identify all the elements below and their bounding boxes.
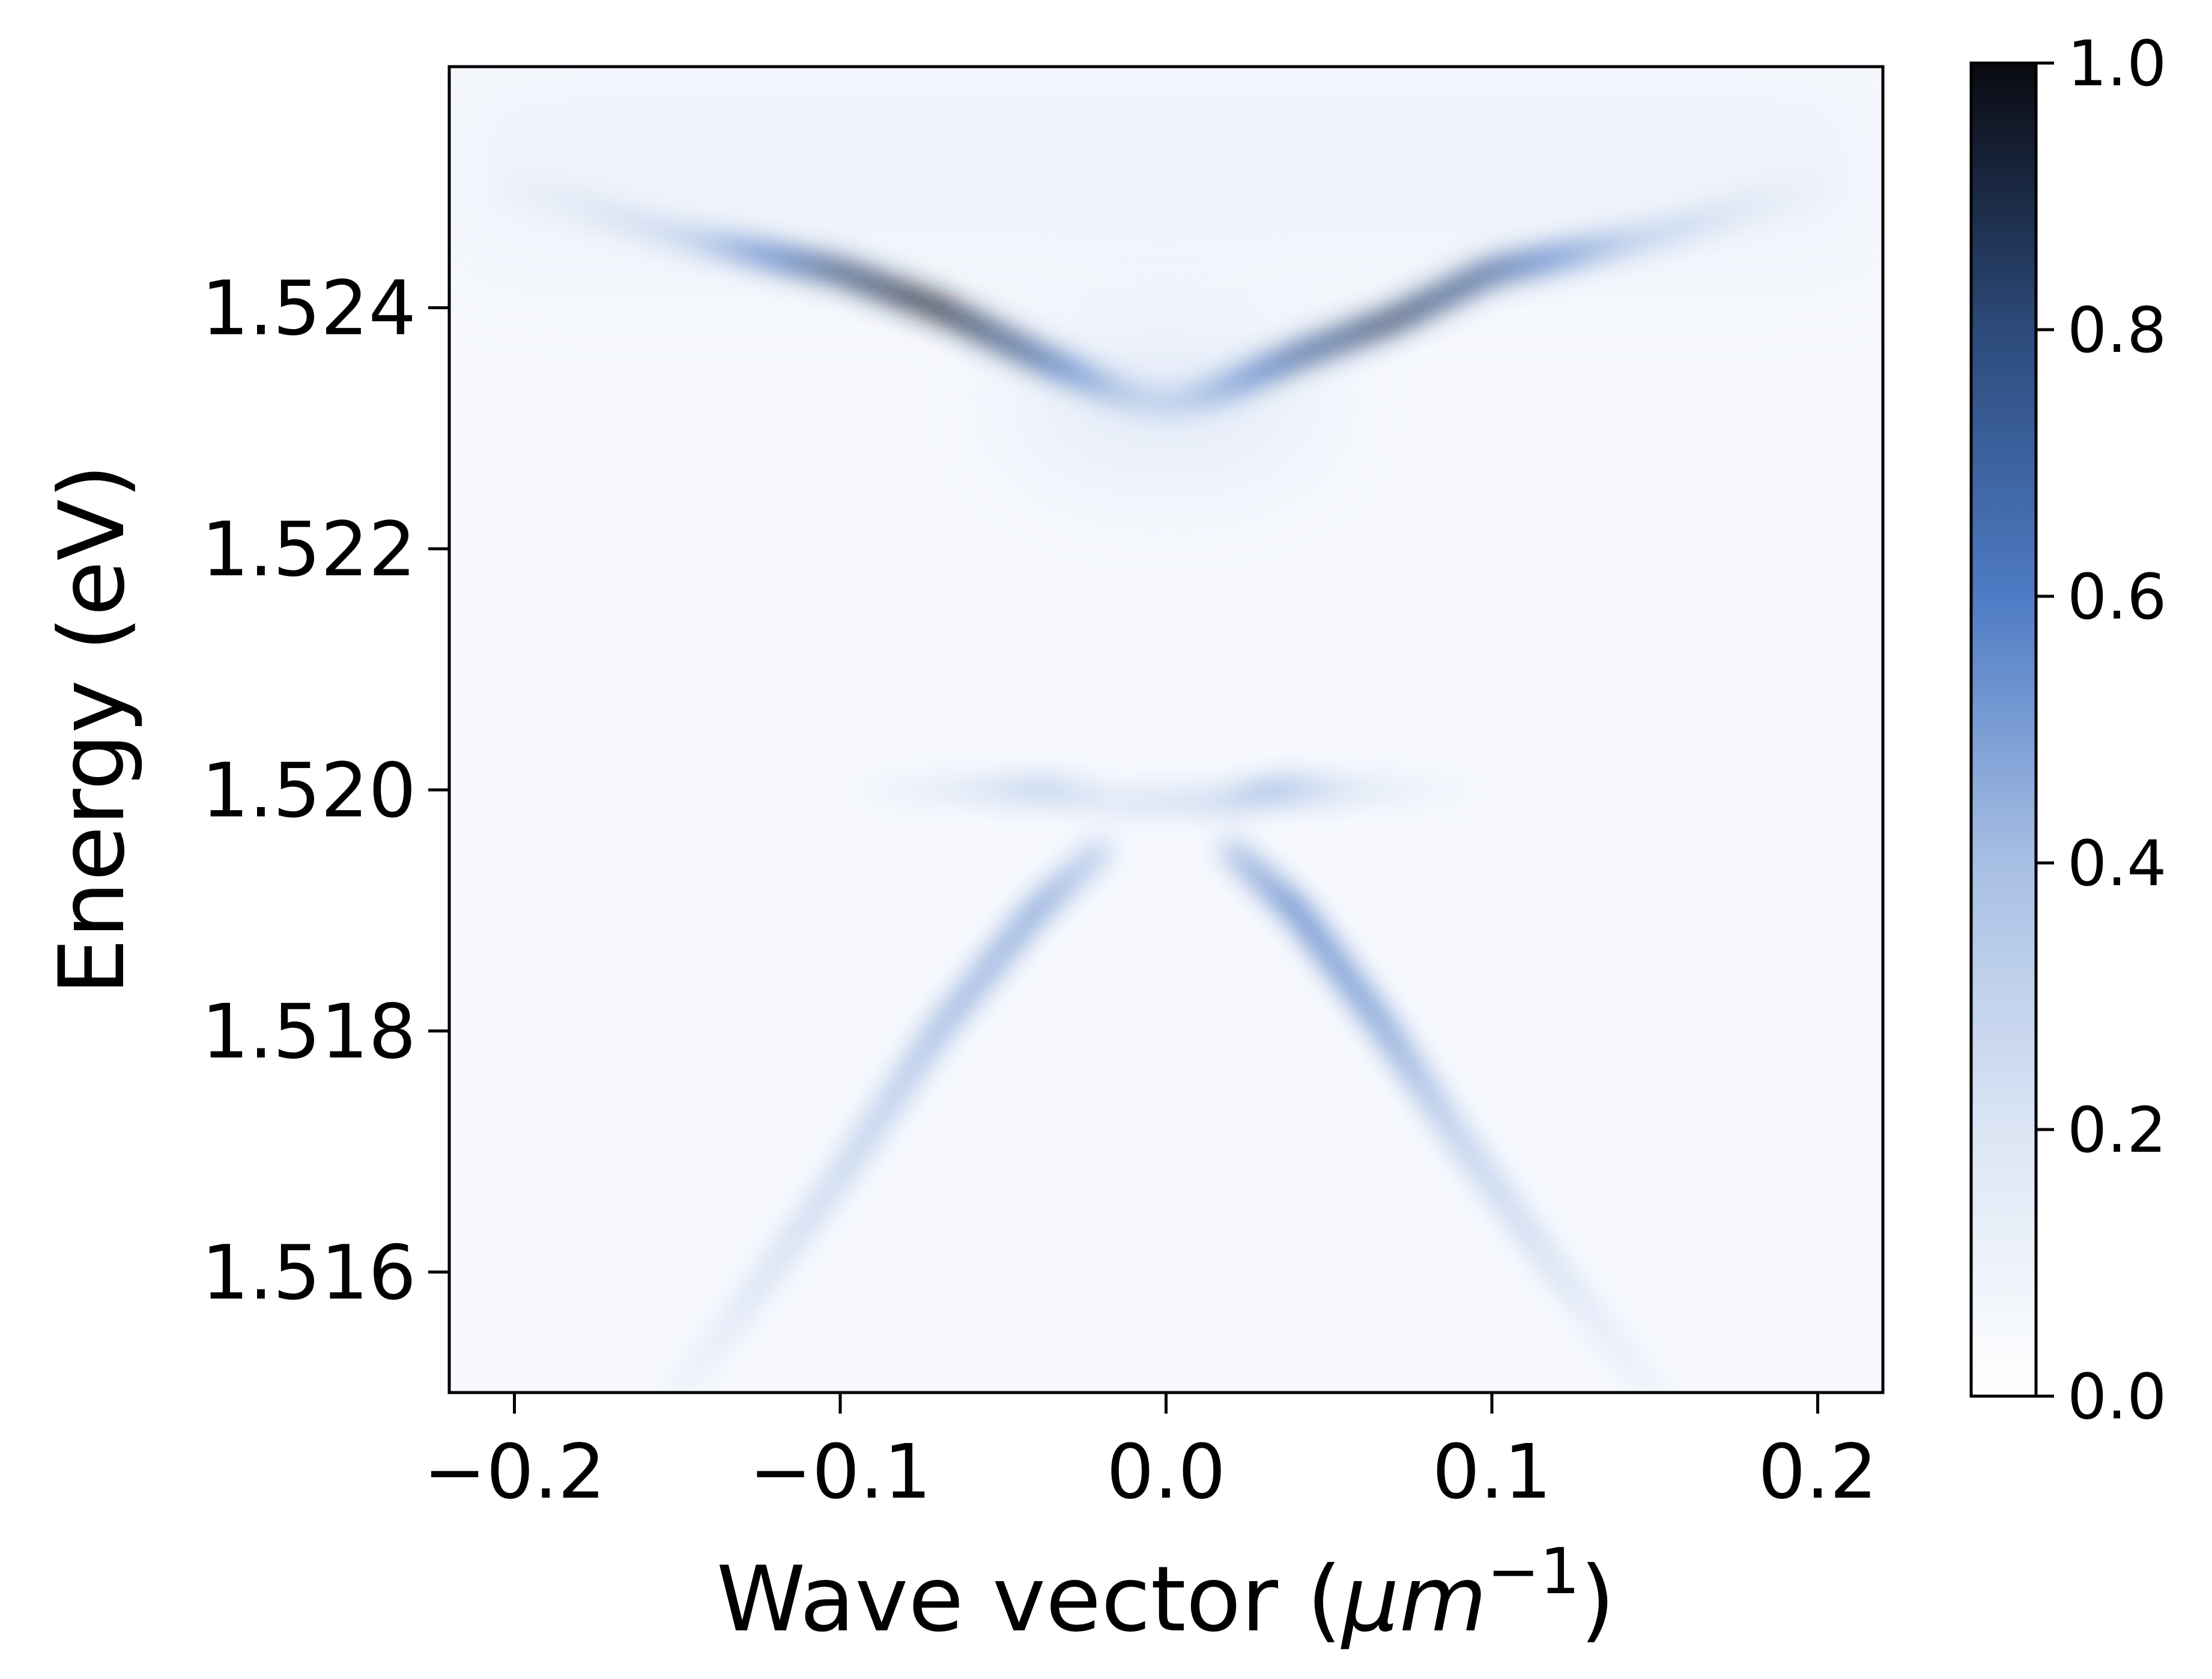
band-segment — [1636, 1372, 1665, 1393]
y-tick-label: 1.516 — [201, 1229, 416, 1316]
x-tick-label: −0.2 — [423, 1429, 606, 1516]
plot-area — [449, 67, 1883, 1393]
colorbar-tick-label: 0.2 — [2067, 1094, 2166, 1167]
colorbar-frame — [1969, 61, 2038, 1398]
x-axis-label-unit: μm — [1341, 1547, 1487, 1652]
colorbar-fill — [1971, 63, 2036, 1396]
colorbar-tick-label: 0.8 — [2067, 294, 2166, 367]
y-tick-label: 1.524 — [201, 265, 416, 352]
x-tick-label: 0.1 — [1432, 1429, 1552, 1516]
x-axis: −0.2 −0.1 0.0 0.1 0.2 — [423, 1393, 1877, 1516]
x-axis-label: Wave vector (μm−1) — [717, 1535, 1615, 1652]
colorbar-tick-label: 0.6 — [2067, 560, 2166, 634]
x-tick-label: 0.2 — [1758, 1429, 1877, 1516]
band-segment — [1793, 177, 1828, 202]
plot-background — [449, 67, 1883, 1393]
y-axis-label: Energy (eV) — [40, 464, 145, 996]
band-layer — [504, 177, 1828, 1393]
band-flat-band — [861, 778, 1471, 814]
x-tick-label: 0.0 — [1106, 1429, 1226, 1516]
band-lower-left-branch — [667, 840, 1111, 1393]
band-upper-right-branch — [1156, 177, 1828, 415]
band-lower-right-branch — [1221, 840, 1665, 1393]
y-tick-label: 1.520 — [201, 747, 416, 834]
y-axis: 1.516 1.518 1.520 1.522 1.524 — [201, 265, 449, 1316]
x-axis-label-close: ) — [1580, 1547, 1616, 1652]
y-tick-label: 1.522 — [201, 506, 416, 593]
x-axis-label-text: Wave vector ( — [717, 1547, 1342, 1652]
colorbar-tick-label: 0.0 — [2067, 1360, 2166, 1433]
x-axis-label-exponent: −1 — [1487, 1535, 1580, 1608]
colorbar-tick-label: 0.4 — [2067, 827, 2166, 900]
y-tick-label: 1.518 — [201, 988, 416, 1075]
x-tick-label: −0.1 — [749, 1429, 932, 1516]
colorbar: 0.0 0.2 0.4 0.6 0.8 1.0 — [1969, 27, 2166, 1433]
colorbar-ticks: 0.0 0.2 0.4 0.6 0.8 1.0 — [2036, 27, 2166, 1433]
colorbar-tick-label: 1.0 — [2067, 27, 2166, 100]
